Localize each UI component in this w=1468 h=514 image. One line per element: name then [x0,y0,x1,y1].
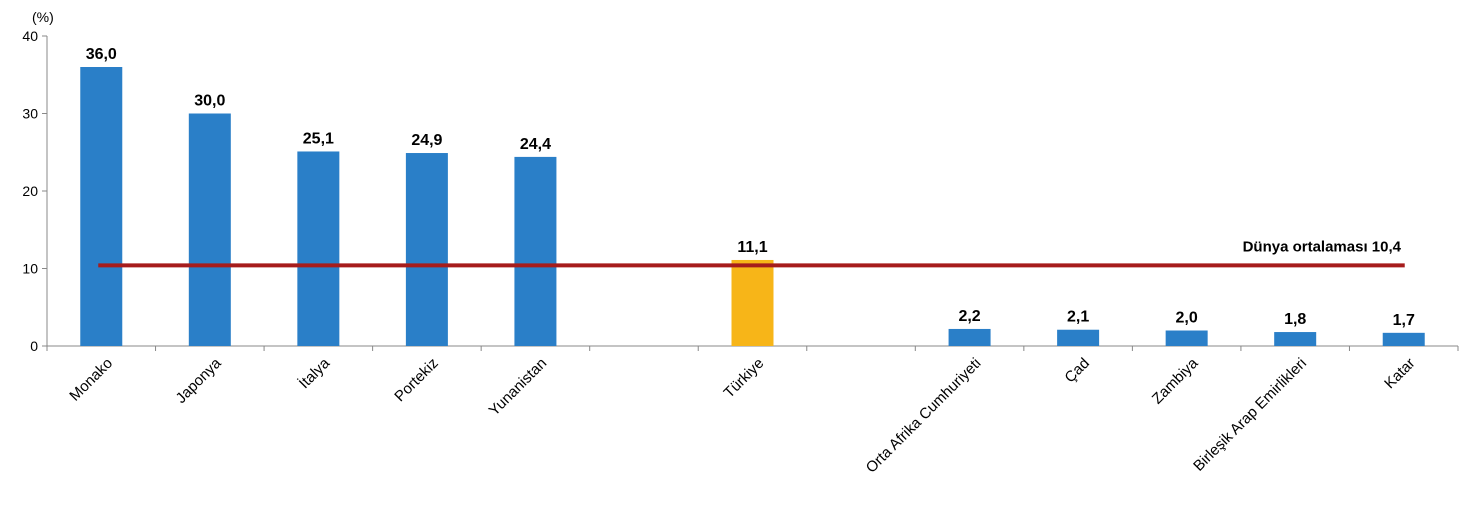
average-line-label: Dünya ortalaması 10,4 [1243,238,1402,255]
category-label: Orta Afrika Cumhuriyeti [863,355,985,477]
bar [1165,330,1208,346]
category-label: Yunanistan [486,355,551,420]
bar [1057,329,1100,346]
y-tick-label: 30 [22,106,38,122]
data-label: 11,1 [737,239,767,256]
bar [297,151,340,346]
x-axis [46,345,1459,351]
data-label: 25,1 [303,130,334,147]
category-label: Birleşik Arap Emirlikleri [1190,355,1310,475]
data-labels: 36,0 30,0 25,1 24,9 24,4 11,1 2,2 2,1 2,0 1,8 1,7 [86,46,1415,329]
data-label: 2,2 [958,308,980,325]
y-tick-label: 0 [30,338,38,354]
data-label: 2,0 [1176,310,1198,327]
category-labels: Monako Japonya İtalya Portekiz Yunanistan Tür… [66,354,1418,477]
bar [948,328,991,346]
bar [1274,332,1317,346]
data-label: 2,1 [1067,309,1089,326]
category-label: İtalya [295,354,334,393]
y-tick-label: 20 [22,183,38,199]
bar [188,113,231,346]
y-axis-ticks: 0 10 20 30 40 [22,28,48,354]
data-label: 1,7 [1393,312,1415,329]
category-label: Çad [1061,355,1092,386]
category-label: Portekiz [391,355,441,405]
y-tick-label: 10 [22,261,38,277]
bars [80,67,1425,346]
data-label: 30,0 [194,93,225,110]
category-label: Türkiye [721,355,768,402]
data-label: 24,9 [411,132,442,149]
bar [405,153,448,346]
bar-highlight [731,259,774,346]
y-tick-label: 40 [22,28,38,44]
y-axis-unit-label: (%) [32,9,54,25]
bar [80,67,123,346]
data-label: 24,4 [520,136,551,153]
category-label: Japonya [173,354,226,407]
category-label: Monako [66,355,116,405]
bar [514,156,557,346]
category-label: Zambiya [1149,354,1202,407]
category-label: Katar [1381,355,1418,392]
data-label: 1,8 [1284,311,1306,328]
bar [1382,332,1425,346]
average-line-group: Dünya ortalaması 10,4 [98,238,1405,268]
data-label: 36,0 [86,46,117,63]
